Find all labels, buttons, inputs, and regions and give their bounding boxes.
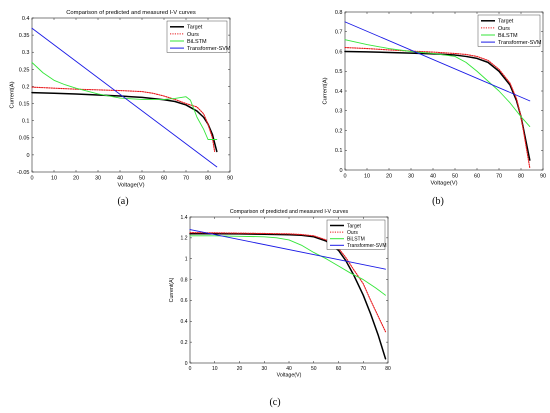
- y-tick-label: 0.1: [22, 119, 30, 125]
- y-tick-label: 0.3: [22, 50, 30, 56]
- legend-label: BiLSTM: [187, 39, 207, 45]
- x-tick-label: 20: [237, 366, 243, 372]
- legend-label: Ours: [187, 32, 199, 38]
- y-tick-label: 0: [339, 168, 342, 174]
- series-line-bilstm: [344, 39, 531, 128]
- y-tick-label: 0.05: [19, 136, 30, 142]
- series-line-target: [31, 91, 218, 153]
- x-tick-label: 10: [364, 174, 370, 180]
- x-tick-label: 40: [430, 174, 436, 180]
- legend-label: BiLSTM: [347, 236, 365, 242]
- x-tick-label: 0: [30, 176, 33, 182]
- x-tick-label: 40: [286, 366, 292, 372]
- legend-label: Ours: [347, 230, 358, 236]
- y-tick-label: 0.8: [335, 10, 343, 16]
- x-axis-label: Voltage(V): [430, 181, 457, 187]
- x-tick-label: 60: [336, 366, 342, 372]
- series-line-ours: [31, 86, 216, 153]
- x-axis-label: Voltage(V): [117, 183, 144, 189]
- x-tick-label: 80: [205, 176, 211, 182]
- legend-label: Ours: [498, 26, 510, 32]
- panel-a: 0 10 20 30 40 50 60 70 80 90-0.0500.050.10.150.20…: [9, 10, 233, 189]
- x-tick-label: 80: [518, 174, 524, 180]
- x-tick-label: 30: [95, 176, 101, 182]
- x-tick-label: 50: [139, 176, 145, 182]
- x-tick-label: 20: [73, 176, 79, 182]
- y-tick-label: 0: [26, 153, 29, 159]
- x-tick-label: 10: [51, 176, 57, 182]
- y-axis-label: Current(A): [9, 81, 15, 108]
- x-tick-label: 70: [183, 176, 189, 182]
- series-line-transformer-svm: [344, 21, 531, 102]
- y-axis-label: Current(A): [169, 277, 175, 302]
- panel-c: 0 10 20 30 40 50 60 70 80 0 0.2 0.4 0.6 0.8 1 1.2 1.4 Com…: [169, 209, 391, 379]
- series-line-transformer-svm: [31, 27, 218, 168]
- y-tick-label: 0.4: [181, 319, 188, 325]
- x-tick-label: 90: [540, 174, 546, 180]
- y-axis-label: Current(A): [322, 77, 328, 104]
- x-tick-label: 70: [360, 366, 366, 372]
- y-tick-label: 0.2: [22, 84, 30, 90]
- x-axis-label: Voltage(V): [277, 373, 302, 379]
- chart-title: Comparison of predicted and measured I-V…: [66, 10, 196, 16]
- x-tick-label: 10: [212, 366, 218, 372]
- y-tick-label: 0.15: [19, 101, 30, 107]
- x-tick-label: 0: [189, 366, 192, 372]
- x-tick-label: 30: [408, 174, 414, 180]
- x-tick-label: 20: [386, 174, 392, 180]
- legend-label: Target: [347, 223, 362, 229]
- legend-label: Target: [498, 19, 514, 25]
- y-tick-label: 0.3: [335, 109, 343, 115]
- series-line-target: [344, 50, 531, 161]
- y-tick-label: 0.7: [335, 30, 343, 36]
- panel-b-caption: (b): [432, 196, 444, 207]
- y-tick-label: 0.35: [19, 33, 30, 39]
- x-tick-label: 0: [343, 174, 346, 180]
- y-tick-label: 0.6: [335, 49, 343, 55]
- x-tick-label: 90: [227, 176, 233, 182]
- x-tick-label: 30: [261, 366, 267, 372]
- y-tick-label: 0.8: [181, 277, 188, 283]
- y-tick-label: 0.5: [335, 69, 343, 75]
- x-tick-label: 80: [385, 366, 391, 372]
- legend-label: Target: [187, 25, 203, 31]
- x-tick-label: 50: [311, 366, 317, 372]
- y-tick-label: 1: [185, 256, 188, 262]
- x-tick-label: 50: [452, 174, 458, 180]
- y-tick-label: 0.4: [22, 16, 30, 22]
- y-tick-label: -0.05: [17, 170, 30, 176]
- chart-title: Comparison of predicted and measured I-V…: [230, 209, 349, 215]
- y-tick-label: 0: [185, 361, 188, 367]
- legend-label: BiLSTM: [498, 33, 518, 39]
- y-tick-label: 0.1: [335, 148, 343, 154]
- legend-label: Transformer-SVM: [187, 46, 231, 52]
- series-line-bilstm: [189, 235, 386, 296]
- y-tick-label: 0.6: [181, 298, 188, 304]
- series-line-ours: [189, 232, 387, 333]
- panel-c-caption: (c): [269, 397, 281, 408]
- series-line-bilstm: [31, 62, 218, 140]
- y-tick-label: 1.4: [181, 215, 188, 221]
- x-tick-label: 60: [474, 174, 480, 180]
- panel-a-caption: (a): [117, 196, 129, 207]
- y-tick-label: 0.25: [19, 67, 30, 73]
- x-tick-label: 60: [161, 176, 167, 182]
- legend-label: Transformer-SVM: [498, 40, 542, 46]
- series-line-target: [189, 232, 387, 360]
- y-tick-label: 0.2: [335, 128, 343, 134]
- y-tick-label: 0.2: [181, 340, 188, 346]
- series-line-ours: [344, 46, 531, 169]
- y-tick-label: 1.2: [181, 236, 188, 242]
- legend-label: Transformer-SVM: [347, 243, 387, 249]
- series-line-transformer-svm: [189, 229, 386, 270]
- x-tick-label: 40: [117, 176, 123, 182]
- panel-b: 0 10 20 30 40 50 60 70 80 90 0 0.1 0.2 0.3 0.4 0.5 0.6 0.…: [322, 10, 546, 187]
- y-tick-label: 0.4: [335, 89, 343, 95]
- x-tick-label: 70: [496, 174, 502, 180]
